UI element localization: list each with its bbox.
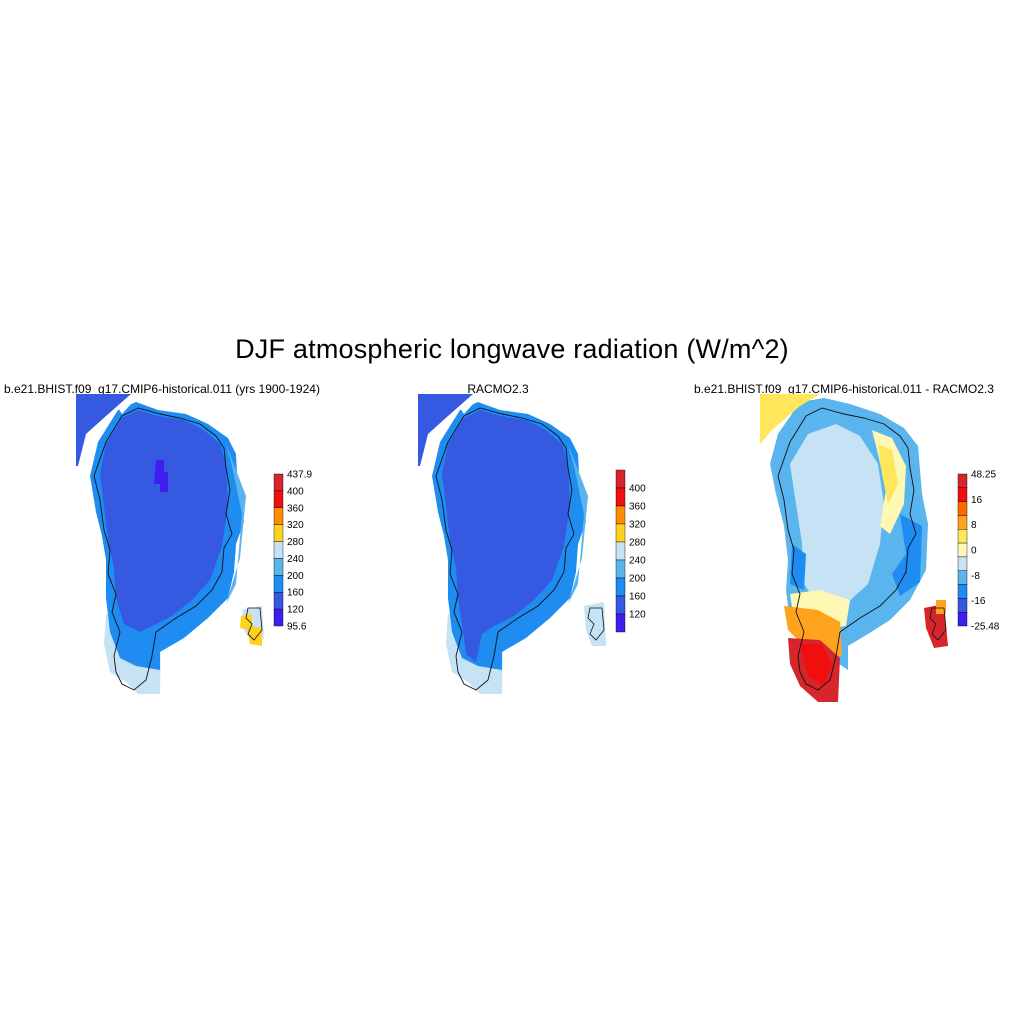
colorbar-tick-label: 240: [629, 556, 646, 567]
colorbar-tick-label: -8: [971, 571, 980, 582]
colorbar-tick-label: 120: [287, 605, 304, 616]
colorbar-tick-label: 8: [971, 520, 977, 531]
colorbar-diff: 48.25 16 8 0 -8 -16 -25.48: [957, 470, 1000, 633]
colorbar-swatch: [957, 473, 968, 489]
colorbar-swatch: [273, 524, 284, 542]
colorbar-tick-label: 160: [629, 592, 646, 603]
map-field-tip-red: [800, 644, 832, 686]
figure-title: DJF atmospheric longwave radiation (W/m^…: [235, 334, 789, 364]
map-coastline: [93, 407, 233, 691]
colorbar-swatch: [615, 523, 626, 543]
colorbar-swatch: [273, 473, 284, 492]
map-coastline-island: [587, 607, 605, 641]
colorbar-swatch: [615, 469, 626, 489]
colorbar-swatch: [957, 570, 968, 585]
colorbar-swatch: [273, 541, 284, 559]
colorbar-tick-label: 16: [971, 495, 983, 506]
map-obs: [418, 394, 606, 694]
map-model: [76, 394, 264, 694]
colorbar-tick-label: 240: [287, 554, 304, 565]
colorbar-swatch: [615, 487, 626, 507]
colorbar-tick-label: 120: [629, 610, 646, 621]
colorbar-tick-label: 360: [287, 503, 304, 514]
colorbar-swatch: [957, 598, 968, 613]
colorbar-tick-label: 320: [287, 520, 304, 531]
map-island-warm: [936, 600, 946, 614]
colorbar-swatch: [957, 584, 968, 599]
map-island-warm: [240, 614, 262, 646]
panel-title-model: b.e21.BHIST.f09_g17.CMIP6-historical.011…: [4, 382, 320, 396]
map-field-arctic: [760, 394, 820, 444]
map-field-center: [790, 424, 884, 608]
map-field-high: [154, 460, 168, 492]
colorbar-tick-label: -25.48: [971, 622, 1000, 633]
colorbar-swatch: [273, 608, 284, 627]
map-field-arctic: [418, 394, 473, 466]
map-coastline: [777, 407, 917, 691]
colorbar-swatch: [957, 501, 968, 516]
map-coastline-island: [245, 607, 263, 641]
panel-title-diff: b.e21.BHIST.f09_g17.CMIP6-historical.011…: [694, 382, 994, 396]
map-island-hot: [924, 604, 948, 648]
colorbar-tick-label: 48.25: [971, 470, 996, 481]
panel-title-obs: RACMO2.3: [467, 382, 529, 396]
map-coastline: [435, 407, 575, 691]
map-diff: [760, 394, 948, 702]
colorbar-tick-label: 437.9: [287, 470, 312, 481]
colorbar-tick-label: 280: [287, 537, 304, 548]
map-ocean-gap: [118, 394, 140, 414]
colorbar-swatch: [957, 515, 968, 530]
colorbar-model: 437.9 400 360 320 280 240 200 160 120 95.6: [273, 470, 312, 633]
colorbar-swatch: [273, 575, 284, 593]
colorbar-tick-label: 320: [629, 520, 646, 531]
colorbar-swatch: [957, 556, 968, 571]
colorbar-tick-label: 200: [287, 571, 304, 582]
colorbar-obs: 400 360 320 280 240 200 160 120: [615, 469, 646, 633]
colorbar-swatch: [957, 487, 968, 502]
colorbar-swatch: [957, 529, 968, 544]
map-ocean-gap: [460, 394, 482, 414]
map-field-ice: [100, 410, 228, 632]
colorbar-swatch: [273, 490, 284, 508]
colorbar-swatch: [273, 507, 284, 525]
colorbar-swatch: [615, 613, 626, 633]
colorbar-swatch: [615, 559, 626, 579]
map-coastline-island: [929, 607, 947, 641]
map-field-east-warm-core: [878, 444, 898, 504]
colorbar-tick-label: 95.6: [287, 622, 307, 633]
map-field-ice-edge: [226, 444, 246, 604]
colorbar-tick-label: 0: [971, 546, 977, 557]
colorbar-swatch: [615, 595, 626, 615]
colorbar-swatch: [615, 541, 626, 561]
colorbar-tick-label: 200: [629, 574, 646, 585]
colorbar-tick-label: 160: [287, 588, 304, 599]
map-field-arctic: [76, 394, 131, 466]
colorbar-tick-label: 400: [287, 486, 304, 497]
colorbar-swatch: [957, 542, 968, 558]
colorbar-swatch: [273, 558, 284, 576]
colorbar-tick-label: -16: [971, 596, 986, 607]
colorbar-swatch: [615, 505, 626, 525]
colorbar-swatch: [615, 577, 626, 597]
map-field-ice: [442, 410, 570, 662]
map-field-ice-edge: [568, 444, 588, 604]
colorbar-swatch: [957, 611, 968, 627]
colorbar-tick-label: 400: [629, 484, 646, 495]
colorbar-swatch: [273, 592, 284, 610]
colorbar-tick-label: 360: [629, 502, 646, 513]
colorbar-tick-label: 280: [629, 538, 646, 549]
